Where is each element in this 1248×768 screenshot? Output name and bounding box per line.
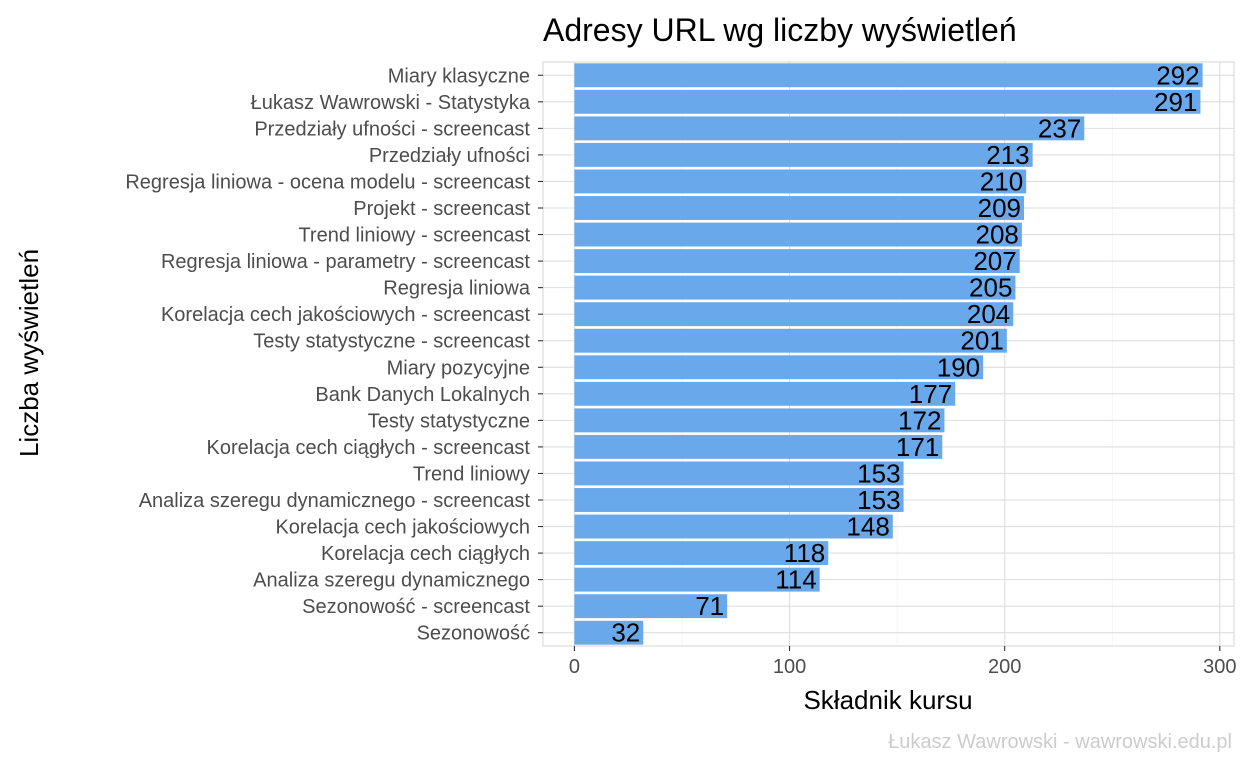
y-tick-label: Trend liniowy - screencast	[298, 225, 530, 247]
data-label: 153	[857, 485, 900, 515]
y-tick-label: Przedziały ufności	[369, 145, 530, 167]
y-tick-label: Sezonowość	[417, 623, 530, 645]
data-label: 32	[611, 618, 640, 648]
y-tick-label: Przedziały ufności - screencast	[254, 118, 530, 140]
data-label: 71	[695, 591, 724, 621]
bar	[574, 302, 1014, 327]
data-label: 210	[980, 166, 1023, 196]
bar	[574, 328, 1007, 353]
y-axis-title: Liczba wyświetleń	[14, 249, 44, 457]
bar	[574, 63, 1203, 88]
y-tick-label: Korelacja cech ciągłych	[321, 543, 530, 565]
bar	[574, 408, 945, 433]
bar	[574, 222, 1022, 247]
data-label: 114	[775, 565, 816, 595]
y-tick-label: Trend liniowy	[413, 463, 530, 485]
y-tick-label: Łukasz Wawrowski - Statystyka	[251, 92, 531, 114]
data-label: 291	[1154, 87, 1197, 117]
data-label: 237	[1038, 113, 1081, 143]
data-label: 205	[969, 273, 1012, 303]
y-tick-label: Regresja liniowa - ocena modelu - screen…	[125, 171, 530, 193]
x-tick-labels: 0 100 200 300	[569, 646, 1236, 678]
data-label: 153	[857, 458, 900, 488]
y-tick-label: Korelacja cech jakościowych	[275, 517, 530, 539]
y-tick-label: Projekt - screencast	[353, 198, 530, 220]
y-tick-label: Regresja liniowa - parametry - screencas…	[161, 251, 530, 273]
data-label: 148	[846, 512, 889, 542]
y-tick-label: Analiza szeregu dynamicznego	[253, 570, 530, 592]
bar	[574, 142, 1033, 167]
y-tick-label: Sezonowość - screencast	[302, 596, 530, 618]
data-label: 201	[960, 326, 1003, 356]
bar	[574, 275, 1016, 300]
bar	[574, 488, 904, 512]
y-tick-label: Testy statystyczne	[368, 410, 530, 432]
x-axis-title: Składnik kursu	[803, 685, 972, 715]
y-tick-label: Testy statystyczne - screencast	[253, 331, 530, 353]
bar	[574, 620, 644, 645]
bar	[574, 355, 984, 380]
data-label: 207	[973, 246, 1016, 276]
y-tick-label: Miary pozycyjne	[387, 357, 530, 379]
bar	[574, 594, 728, 619]
bar	[574, 567, 820, 592]
data-label: 190	[937, 352, 980, 382]
bar	[574, 89, 1201, 114]
y-tick-label: Korelacja cech ciągłych - screencast	[207, 437, 531, 459]
bar	[574, 541, 829, 566]
bar	[574, 196, 1025, 220]
chart-caption: Łukasz Wawrowski - wawrowski.edu.pl	[888, 731, 1232, 753]
chart-title: Adresy URL wg liczby wyświetleń	[543, 12, 1017, 48]
data-labels: 2922912372132102092082072052042011901771…	[611, 60, 1199, 647]
y-tick-label: Regresja liniowa	[383, 278, 531, 300]
data-label: 209	[978, 193, 1021, 223]
data-label: 171	[896, 432, 939, 462]
x-tick-label: 100	[773, 656, 806, 678]
panel-border	[542, 61, 1235, 647]
x-tick-label: 300	[1203, 656, 1236, 678]
bar	[574, 116, 1085, 141]
bar	[574, 249, 1020, 274]
bar	[574, 514, 893, 539]
data-label: 118	[784, 538, 825, 568]
data-label: 172	[898, 405, 941, 435]
bar	[574, 381, 956, 406]
data-label: 292	[1156, 60, 1199, 90]
bars	[574, 63, 1203, 645]
bar	[574, 169, 1027, 194]
y-tick-label: Bank Danych Lokalnych	[315, 384, 530, 406]
y-tick-label: Miary klasyczne	[388, 65, 530, 87]
y-tick-labels: Miary klasyczne Łukasz Wawrowski - Statys…	[125, 65, 543, 645]
y-tick-label: Analiza szeregu dynamicznego - screencas…	[139, 490, 531, 512]
data-label: 213	[986, 140, 1029, 170]
bar	[574, 434, 943, 459]
data-label: 177	[909, 379, 952, 409]
bar	[574, 461, 904, 486]
x-tick-label: 0	[569, 656, 580, 678]
data-label: 204	[967, 299, 1010, 329]
y-tick-label: Korelacja cech jakościowych - screencast	[161, 304, 530, 326]
data-label: 208	[975, 220, 1018, 250]
x-tick-label: 200	[988, 656, 1021, 678]
